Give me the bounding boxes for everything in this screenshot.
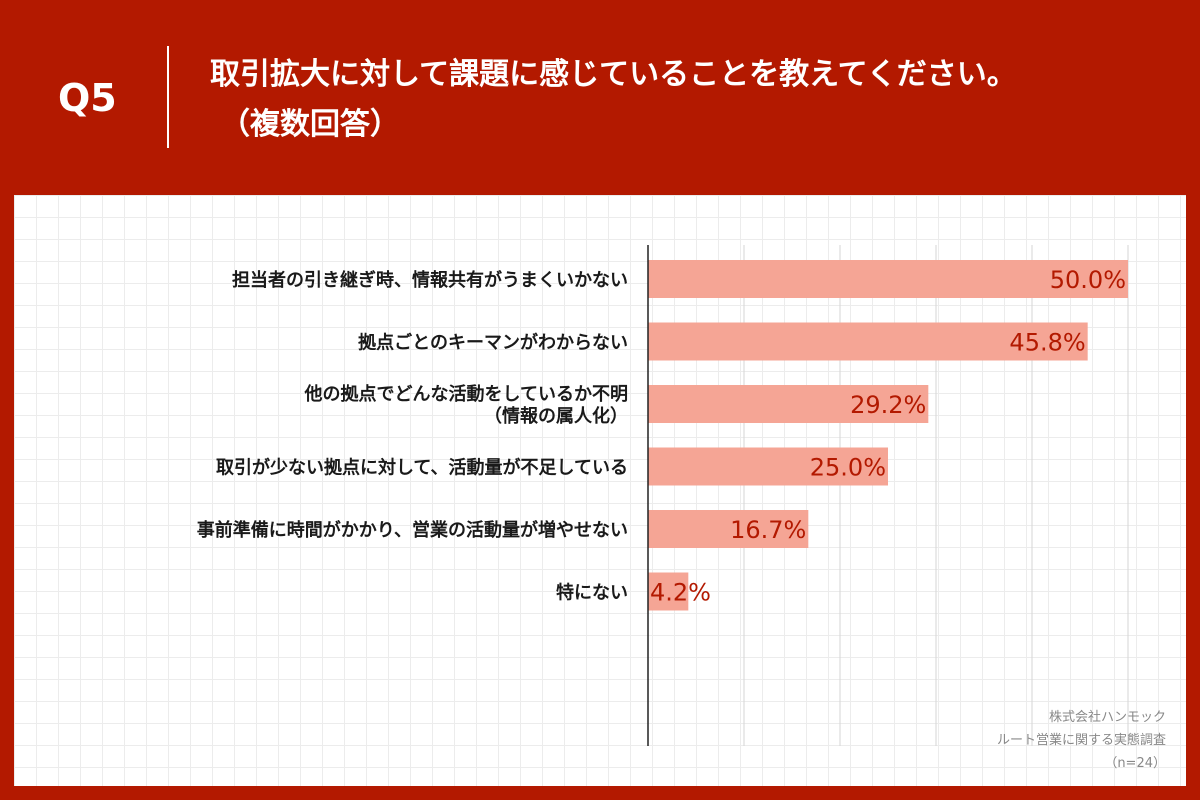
data-label: 4.2%	[650, 579, 711, 607]
header-banner: Q5 取引拡大に対して課題に感じていることを教えてください。 （複数回答）	[0, 0, 1200, 195]
category-label: （情報の属人化）	[484, 405, 628, 427]
source-note: 株式会社ハンモック ルート営業に関する実態調査 （n=24）	[997, 706, 1166, 775]
data-label: 25.0%	[810, 454, 886, 482]
source-survey: ルート営業に関する実態調査	[996, 733, 1166, 748]
data-label: 29.2%	[850, 391, 926, 419]
data-label: 50.0%	[1050, 266, 1126, 294]
category-label: 拠点ごとのキーマンがわからない	[358, 332, 628, 354]
bar	[648, 510, 809, 548]
bar	[648, 322, 1088, 361]
source-sample-size: （n=24）	[1104, 756, 1166, 771]
data-label: 45.8%	[1009, 329, 1085, 357]
category-label: 事前準備に時間がかかり、営業の活動量が増やせない	[197, 519, 628, 541]
header-divider	[167, 46, 169, 148]
bar	[648, 572, 689, 611]
category-label: 他の拠点でどんな活動をしているか不明	[304, 383, 628, 405]
question-title: 取引拡大に対して課題に感じていることを教えてください。 （複数回答）	[210, 50, 1170, 150]
bar	[648, 447, 888, 486]
question-number: Q5	[58, 76, 117, 120]
bar	[648, 260, 1128, 298]
source-company: 株式会社ハンモック	[1048, 710, 1166, 725]
category-label: 担当者の引き継ぎ時、情報共有がうまくいかない	[232, 269, 628, 291]
data-label: 16.7%	[730, 516, 806, 544]
category-label: 特にない	[556, 582, 628, 604]
title-line-2: （複数回答）	[220, 107, 400, 142]
title-line-1: 取引拡大に対して課題に感じていることを教えてください。	[210, 57, 1017, 92]
bar	[648, 385, 929, 423]
category-label: 取引が少ない拠点に対して、活動量が不足している	[216, 457, 628, 479]
